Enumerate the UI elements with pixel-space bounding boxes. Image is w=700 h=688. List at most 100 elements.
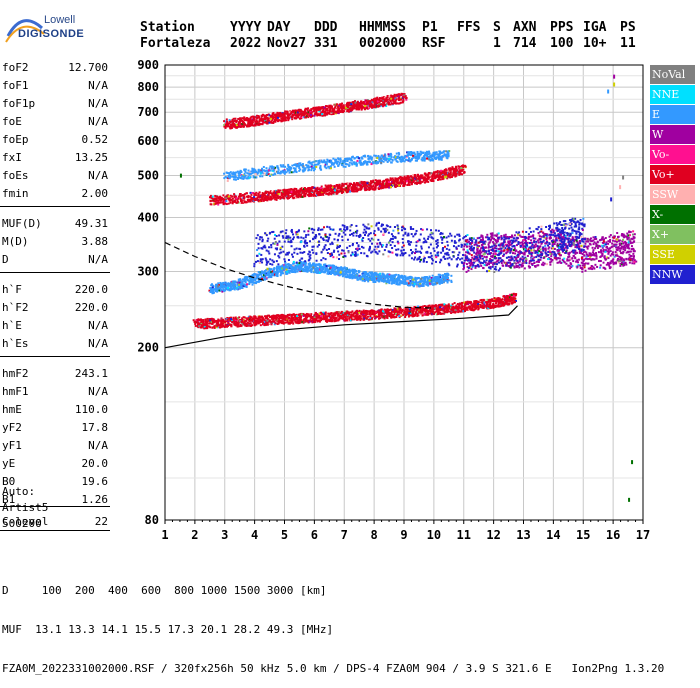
echo-point xyxy=(411,183,413,185)
echo-point xyxy=(338,318,340,320)
echo-point xyxy=(389,314,391,316)
echo-point xyxy=(369,184,371,186)
echo-point xyxy=(263,200,265,202)
echo-point xyxy=(407,308,409,310)
echo-point xyxy=(513,293,515,295)
echo-point xyxy=(420,278,422,280)
echo-point xyxy=(421,311,423,313)
echo-point xyxy=(342,268,344,270)
echo-point xyxy=(477,301,479,303)
echo-point xyxy=(367,280,369,282)
echo-point xyxy=(514,301,516,303)
echo-point xyxy=(222,202,224,204)
echo-point xyxy=(417,180,419,182)
echo-point xyxy=(292,194,294,196)
echo-point xyxy=(258,274,260,276)
echo-point xyxy=(511,294,513,296)
echo-point xyxy=(404,283,406,285)
echo-point xyxy=(405,179,407,181)
echo-point xyxy=(244,173,246,175)
echo-point xyxy=(242,281,244,283)
echo-point xyxy=(218,324,220,326)
echo-point xyxy=(424,281,426,283)
echo-point xyxy=(384,275,386,277)
echo-point xyxy=(349,270,351,272)
echo-point xyxy=(477,303,479,305)
echo-point xyxy=(264,274,266,276)
echo-point xyxy=(443,281,445,283)
echo-point xyxy=(337,311,339,313)
echo-point xyxy=(242,194,244,196)
echo-point xyxy=(455,167,457,169)
echo-point xyxy=(351,277,353,279)
echo-point xyxy=(280,321,282,323)
echo-point xyxy=(231,324,233,326)
echo-point xyxy=(232,176,234,178)
echo-point xyxy=(325,184,327,186)
echo-point xyxy=(370,275,372,277)
echo-point xyxy=(405,312,407,314)
echo-point xyxy=(250,281,252,283)
echo-point xyxy=(420,182,422,184)
echo-point xyxy=(434,307,436,309)
echo-point xyxy=(310,271,312,273)
echo-point xyxy=(218,320,220,322)
echo-point xyxy=(356,182,358,184)
echo-point xyxy=(231,173,233,175)
echo-point xyxy=(274,271,276,273)
echo-point xyxy=(416,282,418,284)
echo-point xyxy=(328,189,330,191)
echo-point xyxy=(454,302,456,304)
echo-point xyxy=(448,175,450,177)
echo-point xyxy=(409,308,411,310)
echo-point xyxy=(320,319,322,321)
echo-point xyxy=(259,321,261,323)
echo-point xyxy=(300,316,302,318)
echo-point xyxy=(341,317,343,319)
echo-point xyxy=(238,175,240,177)
echo-point xyxy=(277,189,279,191)
echo-point xyxy=(291,320,293,322)
echo-point xyxy=(284,264,286,266)
chart-grid xyxy=(165,65,643,520)
echo-point xyxy=(264,278,266,280)
echo-point xyxy=(245,285,247,287)
echo-point xyxy=(209,326,211,328)
echo-point xyxy=(233,193,235,195)
echo-point xyxy=(284,319,286,321)
echo-point xyxy=(398,181,400,183)
echo-point xyxy=(332,270,334,272)
echo-point xyxy=(399,284,401,286)
echo-point xyxy=(235,179,237,181)
echo-point xyxy=(288,314,290,316)
echo-point xyxy=(301,313,303,315)
echo-point xyxy=(224,326,226,328)
echo-point xyxy=(481,302,483,304)
echo-point xyxy=(434,280,436,282)
echo-point xyxy=(211,283,213,285)
echo-point xyxy=(396,282,398,284)
echo-point xyxy=(245,320,247,322)
echo-point xyxy=(257,195,259,197)
echo-point xyxy=(333,312,335,314)
echo-point xyxy=(360,185,362,187)
echo-point xyxy=(229,288,231,290)
echo-point xyxy=(402,181,404,183)
echo-point xyxy=(379,317,381,319)
echo-point xyxy=(429,280,431,282)
echo-point xyxy=(223,199,225,201)
echo-point xyxy=(328,193,330,195)
echo-point xyxy=(228,172,230,174)
echo-point xyxy=(345,272,347,274)
echo-point xyxy=(325,189,327,191)
echo-point xyxy=(283,323,285,325)
echo-point xyxy=(233,195,235,197)
echo-point xyxy=(482,305,484,307)
echo-point xyxy=(414,277,416,279)
echo-point xyxy=(387,314,389,316)
echo-point xyxy=(504,299,506,301)
echo-point xyxy=(381,279,383,281)
echo-point xyxy=(495,302,497,304)
echo-point xyxy=(206,325,208,327)
echo-point xyxy=(490,302,492,304)
